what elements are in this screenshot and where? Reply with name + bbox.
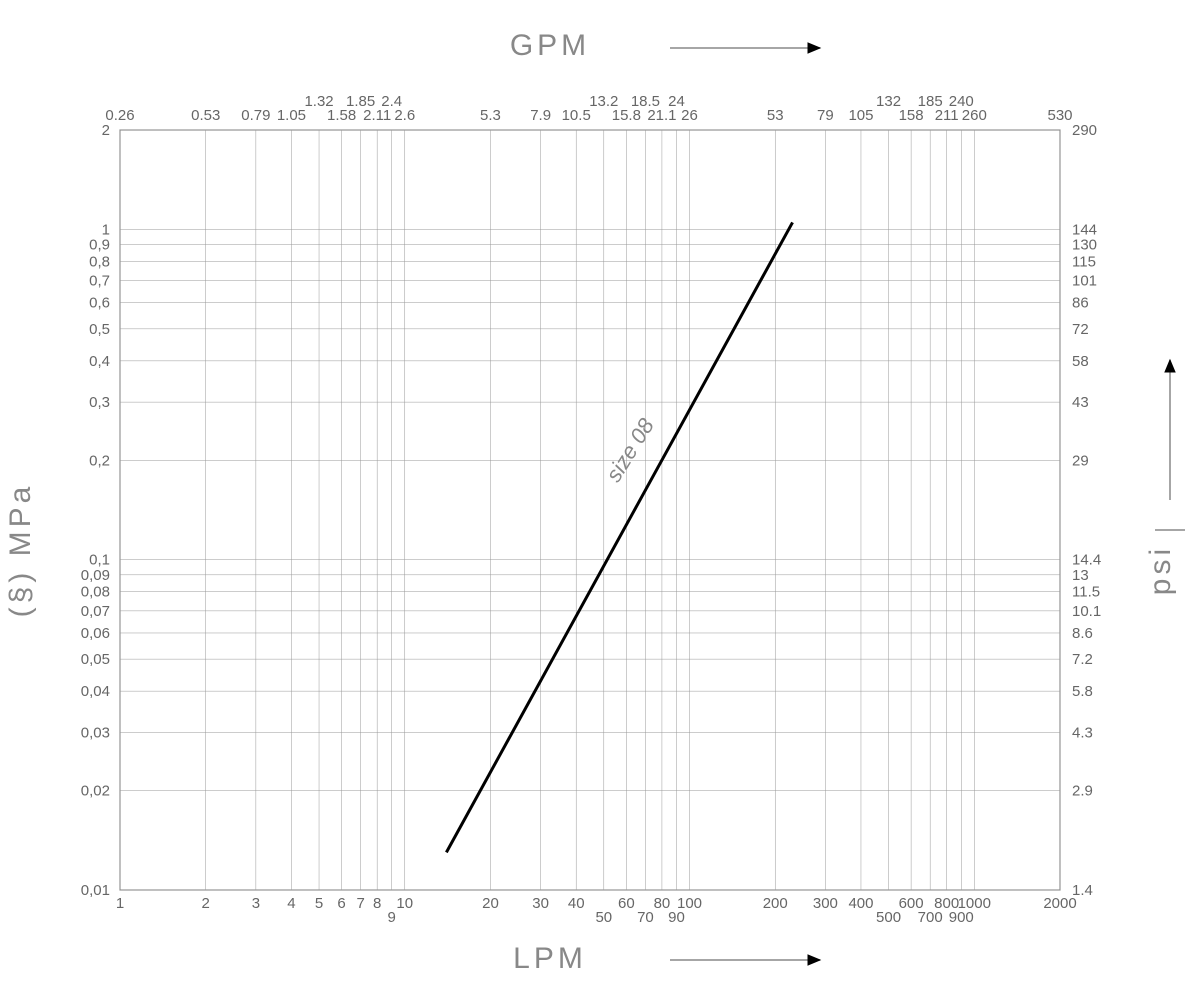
x-bottom-tick: 400 xyxy=(848,895,873,912)
y-left-tick: 0,02 xyxy=(81,783,110,800)
y-right-tick: 86 xyxy=(1072,295,1089,312)
y-right-tick: 11.5 xyxy=(1072,584,1100,601)
y-right-title: psi xyxy=(1144,545,1177,595)
x-top-tick: 0.53 xyxy=(191,107,220,124)
y-right-tick: 8.6 xyxy=(1072,625,1093,642)
y-right-tick: 29 xyxy=(1072,452,1089,469)
y-left-tick: 0,7 xyxy=(89,273,110,290)
x-bottom-tick: 4 xyxy=(287,895,295,912)
x-top-tick: 530 xyxy=(1047,107,1072,124)
x-bottom-tick: 10 xyxy=(396,895,413,912)
y-right-tick: 13 xyxy=(1072,567,1089,584)
x-top-tick: 1.05 xyxy=(277,107,306,124)
y-right-tick: 290 xyxy=(1072,122,1097,139)
y-right-tick: 5.8 xyxy=(1072,683,1093,700)
y-left-tick: 0,09 xyxy=(81,567,110,584)
x-top-tick: 0.79 xyxy=(241,107,270,124)
x-bottom-tick: 7 xyxy=(356,895,364,912)
x-bottom-tick: 70 xyxy=(637,909,654,926)
y-right-tick: 72 xyxy=(1072,321,1089,338)
x-bottom-tick: 9 xyxy=(388,909,396,926)
y-left-tick: 0,07 xyxy=(81,603,110,620)
x-bottom-tick: 500 xyxy=(876,909,901,926)
x-bottom-tick: 30 xyxy=(532,895,549,912)
y-left-tick: 0,06 xyxy=(81,625,110,642)
x-top-tick: 26 xyxy=(681,107,698,124)
chart-svg: 1234567891020304050607080901002003004005… xyxy=(0,0,1200,1000)
x-top-tick: 79 xyxy=(817,107,834,124)
y-right-tick: 115 xyxy=(1072,253,1096,270)
y-right-tick: 1.4 xyxy=(1072,882,1093,899)
y-left-tick: 0,5 xyxy=(89,321,110,338)
x-top-tick: 7.9 xyxy=(530,107,551,124)
y-right-tick: 10.1 xyxy=(1072,603,1101,620)
y-left-title: (§) MPa xyxy=(4,483,37,618)
y-right-tick: 101 xyxy=(1072,273,1097,290)
x-top-tick: 2.6 xyxy=(394,107,415,124)
y-right-tick: 4.3 xyxy=(1072,724,1093,741)
y-right-tick: 130 xyxy=(1072,237,1097,254)
y-right-tick: 144 xyxy=(1072,221,1097,238)
y-left-tick: 0,6 xyxy=(89,295,110,312)
y-left-tick: 0,2 xyxy=(89,452,110,469)
x-bottom-tick: 60 xyxy=(618,895,635,912)
y-left-tick: 0,05 xyxy=(81,651,110,668)
x-top-tick: 53 xyxy=(767,107,784,124)
y-left-tick: 0,8 xyxy=(89,253,110,270)
x-bottom-tick: 3 xyxy=(252,895,260,912)
y-right-tick: 7.2 xyxy=(1072,651,1093,668)
y-left-tick: 0,01 xyxy=(81,882,110,899)
x-top-tick: 5.3 xyxy=(480,107,501,124)
x-bottom-tick: 50 xyxy=(595,909,612,926)
x-bottom-tick: 300 xyxy=(813,895,838,912)
x-bottom-tick: 8 xyxy=(373,895,381,912)
x-top-tick: 132 xyxy=(876,93,901,110)
y-left-tick: 0,9 xyxy=(89,237,110,254)
x-bottom-tick: 5 xyxy=(315,895,323,912)
y-right-tick: 58 xyxy=(1072,353,1089,370)
x-bottom-tick: 6 xyxy=(337,895,345,912)
x-bottom-tick: 1000 xyxy=(958,895,991,912)
y-left-tick: 0,3 xyxy=(89,394,110,411)
y-right-tick: 43 xyxy=(1072,394,1089,411)
y-right-tick: 14.4 xyxy=(1072,552,1101,569)
pressure-flow-chart: 1234567891020304050607080901002003004005… xyxy=(0,0,1200,1000)
x-top-tick: 10.5 xyxy=(562,107,591,124)
y-left-tick: 0,4 xyxy=(89,353,110,370)
series-line xyxy=(446,222,792,852)
y-left-tick: 0,03 xyxy=(81,724,110,741)
x-top-tick: 260 xyxy=(962,107,987,124)
y-left-tick: 0,1 xyxy=(89,552,110,569)
x-bottom-tick: 200 xyxy=(763,895,788,912)
y-left-tick: 1 xyxy=(102,221,110,238)
x-bottom-tick: 40 xyxy=(568,895,585,912)
y-left-tick: 2 xyxy=(102,122,110,139)
x-bottom-tick: 1 xyxy=(116,895,124,912)
y-right-tick: 2.9 xyxy=(1072,783,1093,800)
x-bottom-tick: 100 xyxy=(677,895,702,912)
x-top-title: GPM xyxy=(510,29,590,62)
x-top-tick: 105 xyxy=(848,107,873,124)
series-label: size 08 xyxy=(601,413,660,486)
y-left-tick: 0,08 xyxy=(81,584,110,601)
x-bottom-tick: 2 xyxy=(202,895,210,912)
y-left-tick: 0,04 xyxy=(81,683,110,700)
x-bottom-tick: 20 xyxy=(482,895,499,912)
x-bottom-title: LPM xyxy=(513,942,587,975)
